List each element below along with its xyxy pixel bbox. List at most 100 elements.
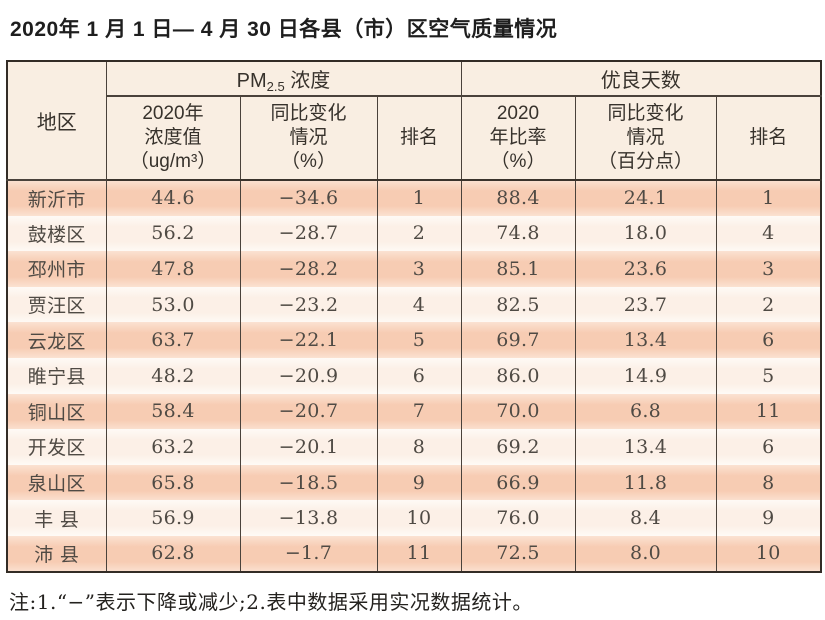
good-ratio-cell: 86.0 — [460, 357, 576, 394]
column-header-region: 地区 — [6, 61, 107, 181]
pm-value-cell: 62.8 — [105, 535, 241, 572]
pm-value-cell: 56.9 — [105, 500, 241, 536]
column-header-good-change: 同比变化 情况 （百分点） — [574, 96, 717, 181]
pm-value-cell: 58.4 — [105, 393, 241, 430]
good-ratio-cell: 70.0 — [460, 393, 576, 430]
pm-value-cell: 63.7 — [105, 322, 241, 358]
pm-change-cell: −20.1 — [239, 429, 378, 465]
pm-rank-cell: 9 — [376, 464, 462, 501]
good-change-cell: 18.0 — [574, 215, 717, 252]
good-change-cell: 23.6 — [574, 251, 717, 287]
pm-rank-cell: 3 — [376, 251, 462, 287]
region-cell: 鼓楼区 — [6, 215, 107, 252]
pm-change-cell: −34.6 — [239, 180, 378, 216]
table-row: 新沂市 44.6 −34.6 1 88.4 24.1 1 — [6, 180, 822, 216]
pm-change-cell: −18.5 — [239, 464, 378, 501]
pm-rank-cell: 8 — [376, 429, 462, 465]
pm-change-cell: −20.9 — [239, 357, 378, 394]
region-cell: 邳州市 — [6, 251, 107, 287]
pm-rank-cell: 1 — [376, 180, 462, 216]
table-body: 新沂市 44.6 −34.6 1 88.4 24.1 1 鼓楼区 56.2 −28.7 2 74.8 1… — [6, 180, 822, 572]
good-ratio-cell: 88.4 — [460, 180, 576, 216]
good-ratio-cell: 74.8 — [460, 215, 576, 252]
good-rank-cell: 10 — [715, 535, 822, 572]
pm-rank-cell: 6 — [376, 357, 462, 394]
pm-value-cell: 56.2 — [105, 215, 241, 252]
table-row: 铜山区 58.4 −20.7 7 70.0 6.8 11 — [6, 393, 822, 430]
region-cell: 沛 县 — [6, 535, 107, 572]
good-rank-cell: 11 — [715, 393, 822, 430]
good-ratio-cell: 66.9 — [460, 464, 576, 501]
pm-change-cell: −23.2 — [239, 286, 378, 323]
good-rank-cell: 2 — [715, 286, 822, 323]
pm-value-cell: 65.8 — [105, 464, 241, 501]
header-sub-row: 2020年 浓度值 （ug/m³） 同比变化 情况 （%） 排名 2020 年比… — [7, 96, 822, 181]
pm-rank-cell: 11 — [376, 535, 462, 572]
pm25-label-prefix: PM — [236, 70, 267, 92]
good-change-cell: 8.0 — [574, 535, 717, 572]
pm-rank-cell: 10 — [376, 500, 462, 536]
pm-change-cell: −22.1 — [239, 322, 378, 358]
good-rank-cell: 5 — [715, 357, 822, 394]
pm-rank-cell: 2 — [376, 215, 462, 252]
column-header-good-rank: 排名 — [715, 96, 822, 181]
good-ratio-cell: 85.1 — [460, 251, 576, 287]
good-ratio-cell: 76.0 — [460, 500, 576, 536]
table-row: 开发区 63.2 −20.1 8 69.2 13.4 6 — [6, 429, 822, 465]
good-rank-cell: 4 — [715, 215, 822, 252]
good-change-cell: 11.8 — [574, 464, 717, 501]
region-cell: 开发区 — [6, 429, 107, 465]
column-header-pm-change: 同比变化 情况 （%） — [239, 96, 378, 181]
good-rank-cell: 3 — [715, 251, 822, 287]
good-ratio-cell: 69.7 — [460, 322, 576, 358]
table-row: 云龙区 63.7 −22.1 5 69.7 13.4 6 — [6, 322, 822, 358]
pm-value-cell: 48.2 — [105, 357, 241, 394]
table-row: 贾汪区 53.0 −23.2 4 82.5 23.7 2 — [6, 286, 822, 323]
pm25-label-suffix: 浓度 — [284, 70, 331, 92]
table-row: 沛 县 62.8 −1.7 11 72.5 8.0 10 — [6, 535, 822, 572]
good-change-cell: 14.9 — [574, 357, 717, 394]
region-cell: 新沂市 — [6, 180, 107, 216]
good-ratio-cell: 82.5 — [460, 286, 576, 323]
good-change-cell: 6.8 — [574, 393, 717, 430]
column-header-pm-value: 2020年 浓度值 （ug/m³） — [105, 96, 241, 181]
column-header-pm-rank: 排名 — [376, 96, 462, 181]
pm-value-cell: 47.8 — [105, 251, 241, 287]
good-rank-cell: 8 — [715, 464, 822, 501]
pm-value-cell: 44.6 — [105, 180, 241, 216]
column-header-good-ratio: 2020 年比率 （%） — [460, 96, 576, 181]
table-row: 鼓楼区 56.2 −28.7 2 74.8 18.0 4 — [6, 215, 822, 252]
good-ratio-cell: 72.5 — [460, 535, 576, 572]
table-row: 丰 县 56.9 −13.8 10 76.0 8.4 9 — [6, 500, 822, 536]
region-cell: 睢宁县 — [6, 357, 107, 394]
good-change-cell: 24.1 — [574, 180, 717, 216]
good-change-cell: 13.4 — [574, 322, 717, 358]
region-cell: 泉山区 — [6, 464, 107, 501]
table-row: 泉山区 65.8 −18.5 9 66.9 11.8 8 — [6, 464, 822, 501]
pm-change-cell: −28.2 — [239, 251, 378, 287]
pm25-label-subscript: 2.5 — [266, 79, 285, 94]
column-group-good-days: 优良天数 — [460, 61, 822, 97]
good-rank-cell: 9 — [715, 500, 822, 536]
good-rank-cell: 6 — [715, 429, 822, 465]
pm-value-cell: 53.0 — [105, 286, 241, 323]
column-group-pm25: PM2.5 浓度 — [105, 61, 462, 97]
pm-rank-cell: 4 — [376, 286, 462, 323]
footnote: 注:1.“−”表示下降或减少;2.表中数据采用实况数据统计。 — [9, 589, 533, 614]
table-header: 地区 PM2.5 浓度 优良天数 2020年 浓度值 （ug/m³） 同比变化 … — [6, 61, 822, 181]
air-quality-table: 地区 PM2.5 浓度 优良天数 2020年 浓度值 （ug/m³） 同比变化 … — [6, 60, 823, 573]
pm-value-cell: 63.2 — [105, 429, 241, 465]
good-change-cell: 23.7 — [574, 286, 717, 323]
region-cell: 铜山区 — [6, 393, 107, 430]
good-rank-cell: 6 — [715, 322, 822, 358]
pm-rank-cell: 5 — [376, 322, 462, 358]
pm-change-cell: −13.8 — [239, 500, 378, 536]
page-title: 2020年 1 月 1 日— 4 月 30 日各县（市）区空气质量情况 — [10, 18, 558, 41]
pm-change-cell: −28.7 — [239, 215, 378, 252]
region-cell: 云龙区 — [6, 322, 107, 358]
header-group-row: 地区 PM2.5 浓度 优良天数 — [6, 61, 822, 181]
table-row: 邳州市 47.8 −28.2 3 85.1 23.6 3 — [6, 251, 822, 287]
good-change-cell: 13.4 — [574, 429, 717, 465]
good-change-cell: 8.4 — [574, 500, 717, 536]
good-ratio-cell: 69.2 — [460, 429, 576, 465]
